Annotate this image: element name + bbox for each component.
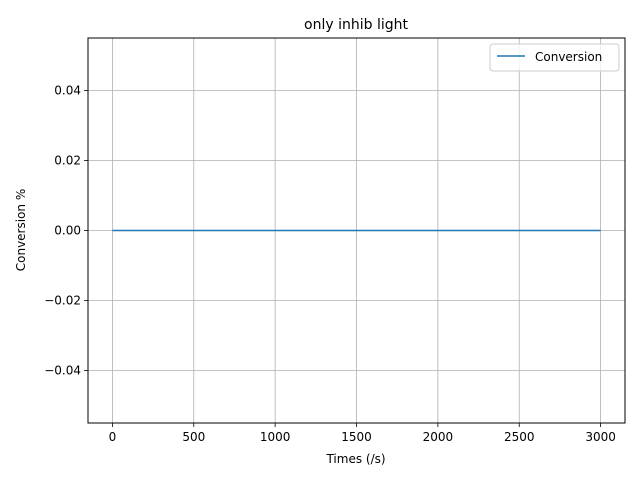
x-tick-label: 1000 [260,430,291,444]
x-tick-label: 500 [182,430,205,444]
y-tick-label: −0.04 [44,364,81,378]
x-axis: 0 500 1000 1500 2000 2500 3000 [109,423,616,444]
y-axis: −0.04 −0.02 0.00 0.02 0.04 [44,84,88,378]
legend: Conversion [489,43,620,72]
x-tick-label: 1500 [341,430,372,444]
x-tick-label: 0 [109,430,117,444]
x-tick-label: 2000 [423,430,454,444]
legend-box [489,43,620,72]
y-tick-label: −0.02 [44,294,81,308]
x-axis-label: Times (/s) [325,452,385,466]
chart-title: only inhib light [304,17,408,33]
x-tick-label: 2500 [504,430,535,444]
y-tick-label: 0.04 [54,84,81,98]
y-tick-label: 0.02 [54,154,81,168]
legend-label: Conversion [535,50,602,64]
y-tick-label: 0.00 [54,224,81,238]
x-tick-label: 3000 [585,430,616,444]
y-axis-label: Conversion % [14,189,28,272]
